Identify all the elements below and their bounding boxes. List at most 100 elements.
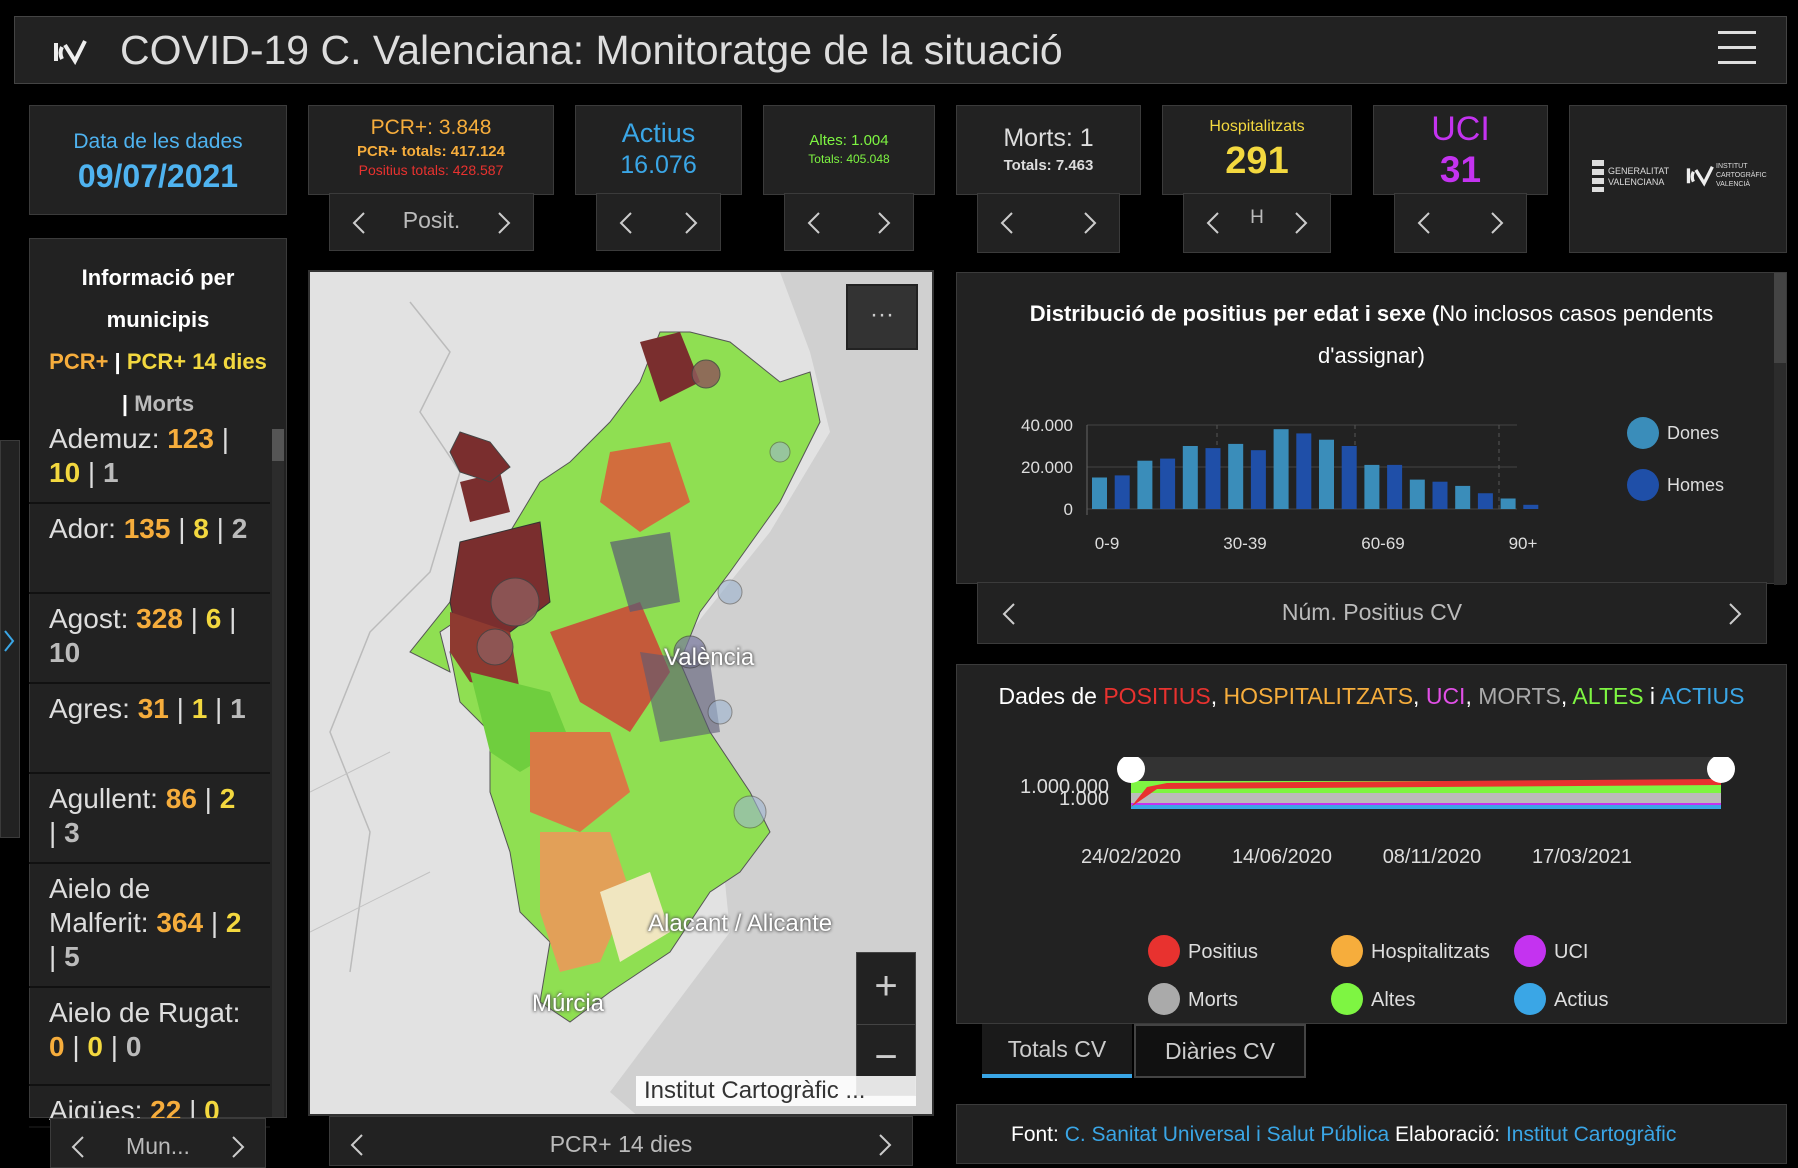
legend-swatch[interactable] <box>1331 935 1363 967</box>
legend-label: Positius <box>1188 941 1258 963</box>
prev-arrow-icon[interactable] <box>350 211 370 235</box>
next-arrow-icon[interactable] <box>493 211 513 235</box>
prev-arrow-icon[interactable] <box>1000 602 1020 626</box>
title-altes: ALTES <box>1572 683 1644 709</box>
municipality-item[interactable]: Agost: 328 | 6 | 10 <box>29 596 270 684</box>
municipality-item[interactable]: Agres: 31 | 1 | 1 <box>29 686 270 774</box>
value-separator: | <box>49 941 65 972</box>
pcr14-value: 1 <box>191 693 208 724</box>
map-canvas[interactable] <box>310 272 934 1116</box>
morts-value: 10 <box>49 637 81 668</box>
positius-totals: Positius totals: 428.587 <box>358 162 504 178</box>
legend-swatch[interactable] <box>1148 983 1180 1015</box>
age-bar-chart[interactable]: 40.000 20.000 0 0-9 30-39 60-69 90+ Dones Homes <box>957 393 1777 573</box>
range-slider-track[interactable] <box>1131 757 1721 781</box>
series-chart-title: Dades de POSITIUS, HOSPITALITZATS, UCI, … <box>957 683 1786 710</box>
sidebar-title-line2: municipis <box>106 307 210 332</box>
range-handle-left[interactable] <box>1117 757 1145 783</box>
title-sep: i <box>1643 683 1661 709</box>
age-chart-title: Distribució de positius per edat i sexe … <box>987 293 1756 377</box>
municipality-item[interactable]: Agullent: 86 | 2 | 3 <box>29 776 270 864</box>
prev-arrow-icon[interactable] <box>805 211 825 235</box>
hosp-panel: Hospitalitzats 291 <box>1162 105 1352 195</box>
municipality-item[interactable]: Aielo de Malferit: 364 | 2 | 5 <box>29 866 270 988</box>
legend-label: Hospitalitzats <box>1371 941 1490 963</box>
pcr-value: 328 <box>136 603 183 634</box>
menu-icon[interactable] <box>1718 31 1756 67</box>
expand-arrow-icon[interactable] <box>3 629 15 653</box>
next-arrow-icon[interactable] <box>1486 211 1506 235</box>
sidebar-title-line1: Informació per <box>81 265 235 290</box>
prev-arrow-icon[interactable] <box>348 1133 368 1157</box>
municipality-name: Ademuz: <box>49 423 168 454</box>
uci-value: 31 <box>1439 149 1482 190</box>
municipality-item[interactable]: Aielo de Rugat: 0 | 0 | 0 <box>29 990 270 1086</box>
uci-label: UCI <box>1431 110 1490 148</box>
morts-nav <box>977 193 1120 253</box>
next-arrow-icon[interactable] <box>1079 211 1099 235</box>
map-more-button[interactable]: ··· <box>846 284 918 350</box>
morts-totals: Totals: 7.463 <box>1003 157 1094 174</box>
morts-value: 5 <box>64 941 80 972</box>
legend-label: Morts <box>1188 989 1238 1011</box>
municipality-item[interactable]: Ademuz: 123 | 10 | 1 <box>29 416 270 504</box>
pcr14-value: 6 <box>205 603 222 634</box>
pcr-value: 86 <box>165 783 197 814</box>
prev-arrow-icon[interactable] <box>998 211 1018 235</box>
side-collapse-tab[interactable] <box>0 440 20 838</box>
next-arrow-icon[interactable] <box>227 1135 247 1159</box>
age-chart-nav: Núm. Positius CV <box>977 582 1767 644</box>
title-morts: MORTS <box>1478 683 1561 709</box>
map-panel[interactable]: València Alacant / Alicante Múrcia ··· +… <box>308 270 934 1116</box>
age-bar <box>1228 443 1244 509</box>
value-separator: | <box>203 907 226 938</box>
municipality-item[interactable]: Ador: 135 | 8 | 2 <box>29 506 270 594</box>
title-actius: ACTIUS <box>1660 683 1745 709</box>
x-tick-label: 17/03/2021 <box>1532 846 1632 868</box>
age-bar <box>1114 475 1130 509</box>
next-arrow-icon[interactable] <box>1724 602 1744 626</box>
app-header: COVID-19 C. Valenciana: Monitoratge de l… <box>14 16 1787 84</box>
legend-separator: | <box>108 349 127 374</box>
gva-logo: GENERALITAT VALENCIANA <box>1608 166 1670 187</box>
prev-arrow-icon[interactable] <box>1415 211 1435 235</box>
range-handle-right[interactable] <box>1707 757 1735 783</box>
series-area <box>1131 779 1721 807</box>
scrollbar-thumb[interactable] <box>1774 273 1786 363</box>
legend-swatch[interactable] <box>1514 983 1546 1015</box>
age-bar <box>1092 477 1107 509</box>
elab-link[interactable]: Institut Cartogràfic <box>1505 1123 1677 1146</box>
age-bar <box>1137 460 1153 509</box>
age-chart-panel: Distribució de positius per edat i sexe … <box>956 272 1787 585</box>
age-chart-scrollbar[interactable] <box>1774 273 1786 585</box>
legend-label: Dones <box>1667 423 1719 443</box>
title-sep: , <box>1413 683 1426 709</box>
pcr-totals: PCR+ totals: 417.124 <box>357 143 505 160</box>
next-arrow-icon[interactable] <box>873 211 893 235</box>
sidebar-scrollbar[interactable] <box>272 429 284 1117</box>
value-separator: | <box>49 817 65 848</box>
scrollbar-thumb[interactable] <box>272 429 284 461</box>
legend-swatch[interactable] <box>1514 935 1546 967</box>
next-arrow-icon[interactable] <box>680 211 700 235</box>
next-arrow-icon[interactable] <box>874 1133 894 1157</box>
title-sep: , <box>1210 683 1224 709</box>
map-nav: PCR+ 14 dies <box>329 1116 913 1166</box>
legend-swatch[interactable] <box>1148 935 1180 967</box>
zoom-in-button[interactable]: + <box>857 953 915 1025</box>
zoom-out-button[interactable]: − <box>874 1035 898 1079</box>
pcr-value: 0 <box>49 1031 65 1062</box>
legend-swatch[interactable] <box>1331 983 1363 1015</box>
pcr-value: 123 <box>167 423 214 454</box>
tab-diaries[interactable]: Diàries CV <box>1134 1024 1306 1078</box>
map-attribution[interactable]: Institut Cartogràfic ... <box>636 1076 916 1106</box>
next-arrow-icon[interactable] <box>1290 211 1310 235</box>
prev-arrow-icon[interactable] <box>1204 211 1224 235</box>
age-bar <box>1341 446 1357 509</box>
pcr-value: 364 <box>156 907 204 938</box>
prev-arrow-icon[interactable] <box>617 211 637 235</box>
source-link[interactable]: C. Sanitat Universal i Salut Pública <box>1064 1123 1390 1146</box>
tab-totals[interactable]: Totals CV <box>982 1024 1132 1078</box>
title-positius: POSITIUS <box>1103 683 1211 709</box>
